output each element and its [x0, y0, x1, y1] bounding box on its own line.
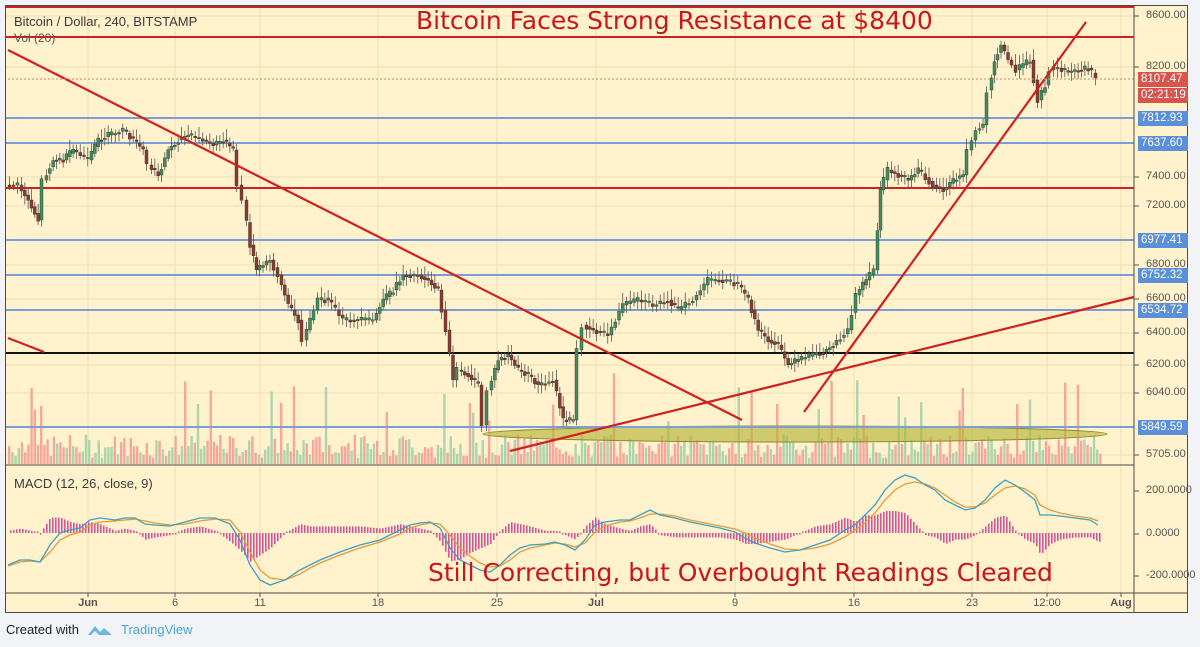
- price-axis-label: 8200.00: [1146, 60, 1186, 72]
- time-axis-label: 16: [847, 597, 861, 609]
- price-axis-label: 5705.00: [1146, 448, 1186, 460]
- macd-signal-line: [7, 481, 1099, 581]
- price-axis-label: 6600.00: [1146, 292, 1186, 304]
- time-axis-ticks: [87, 593, 1122, 597]
- price-axis-label: 7200.00: [1146, 199, 1186, 211]
- time-axis-label: 23: [965, 597, 979, 609]
- subline-annotation: Still Correcting, but Overbought Reading…: [428, 558, 1053, 587]
- time-axis-label: 18: [371, 597, 385, 609]
- price-candles: [7, 40, 1098, 432]
- headline-annotation: Bitcoin Faces Strong Resistance at $8400: [416, 6, 933, 35]
- price-axis-label: 6800.00: [1146, 258, 1186, 270]
- price-level-tag: 7812.93: [1138, 111, 1188, 126]
- price-axis-label: 0.0000: [1146, 527, 1180, 539]
- volume-bars: [8, 373, 1102, 464]
- price-level-tag: 7637.60: [1138, 136, 1188, 151]
- trend-lines: [7, 21, 1135, 453]
- price-axis-label: 6200.00: [1146, 358, 1186, 370]
- price-level-tag: 8107.47: [1138, 72, 1188, 87]
- time-axis-label: 25: [490, 597, 504, 609]
- price-axis-label: 200.0000: [1146, 484, 1192, 496]
- time-axis-label: 9: [731, 597, 739, 609]
- price-level-tag: 6752.32: [1138, 268, 1188, 283]
- price-axis-label: -200.0000: [1146, 569, 1196, 581]
- footer: Created with TradingView: [6, 622, 193, 637]
- tradingview-logo-icon: [87, 625, 112, 635]
- price-level-tag: 5849.59: [1138, 420, 1188, 435]
- price-axis-label: 7400.00: [1146, 170, 1186, 182]
- price-level-tag: 6977.41: [1138, 233, 1188, 248]
- time-axis-label: Jul: [588, 597, 604, 609]
- volume-legend[interactable]: Vol (20): [14, 31, 56, 45]
- grid-lines: [6, 6, 1134, 593]
- created-with-label: Created with: [6, 622, 79, 637]
- price-axis-ticks: [1134, 15, 1139, 577]
- time-axis-label: 6: [171, 597, 179, 609]
- price-axis-label: 8600.00: [1146, 9, 1186, 21]
- symbol-title[interactable]: Bitcoin / Dollar, 240, BITSTAMP: [14, 14, 198, 29]
- price-axis-label: 6040.00: [1146, 386, 1186, 398]
- macd-histogram: [10, 511, 1101, 562]
- macd-legend[interactable]: MACD (12, 26, close, 9): [14, 476, 153, 491]
- price-level-tag: 02:21:19: [1138, 88, 1188, 103]
- time-axis-label: Aug: [1110, 597, 1132, 609]
- price-axis-label: 6400.00: [1146, 326, 1186, 338]
- time-axis-label: 11: [254, 597, 266, 609]
- time-axis-label: Jun: [78, 597, 98, 609]
- time-axis-label: 12:00: [1033, 597, 1061, 609]
- tradingview-brand-link[interactable]: TradingView: [120, 622, 193, 637]
- macd-line: [7, 474, 1099, 586]
- price-level-tag: 6534.72: [1138, 303, 1188, 318]
